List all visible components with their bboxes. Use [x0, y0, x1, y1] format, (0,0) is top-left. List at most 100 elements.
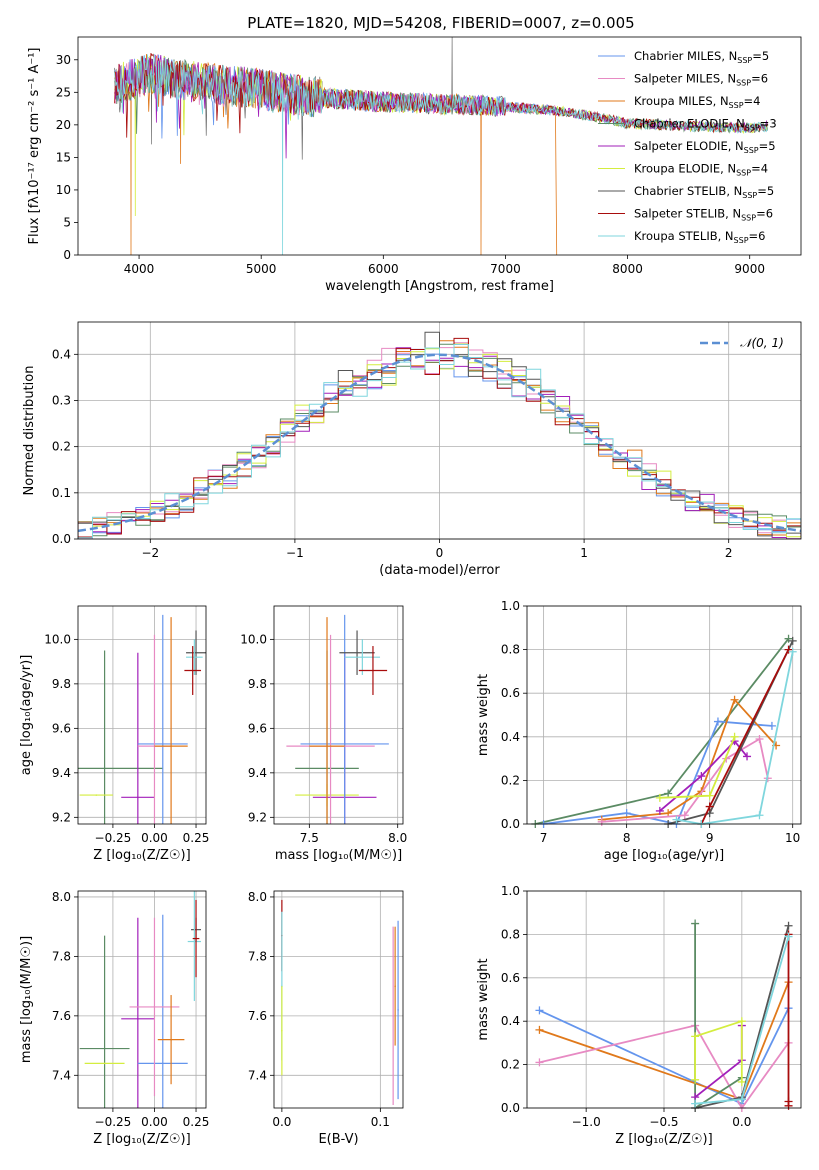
weight-marker: [697, 772, 706, 781]
y-tick-label: 7.8: [248, 949, 267, 963]
y-tick-label: 0.6: [501, 971, 520, 985]
x-tick-label: 8.0: [388, 831, 407, 845]
y-tick-label: 0.3: [52, 393, 71, 407]
spectrum-line-salpeter-stelib: [114, 53, 768, 138]
x-tick-label: 4000: [124, 262, 155, 276]
data-point: [103, 1047, 106, 1050]
y-tick-label: 9.6: [248, 721, 267, 735]
x-tick-label: −2: [141, 546, 159, 560]
x-tick-label: 0.1: [371, 1115, 390, 1129]
weight-marker: [713, 717, 722, 726]
age-vs-mass-plot: 7.5 8.0 9.2 9.4 9.6 9.8 10.0 mass [log₁₀(M/M☉)]: [240, 605, 407, 863]
y-axis-label: mass [log₁₀(M/M☉)]: [19, 936, 34, 1063]
y-tick-label: 10.0: [44, 632, 71, 646]
y-tick-label: 0.8: [501, 643, 520, 657]
data-point: [326, 745, 328, 747]
y-tick-label: 20: [56, 118, 71, 132]
y-tick-label: 9.8: [248, 677, 267, 691]
plot-frame: [526, 605, 802, 825]
weight-marker: [705, 802, 714, 811]
gaussian-curve: [78, 353, 801, 533]
x-axis-label: E(B-V): [318, 1132, 358, 1147]
x-tick-label: −0.25: [95, 1115, 132, 1129]
y-tick-label: 7.6: [248, 1009, 267, 1023]
x-tick-label: 10: [785, 831, 800, 845]
y-tick-label: 7.4: [248, 1068, 267, 1082]
x-tick-label: −1: [286, 546, 304, 560]
weight-marker: [788, 636, 797, 645]
legend-entry: Salpeter STELIB, NSSP=6: [634, 207, 773, 223]
data-point: [161, 743, 164, 745]
x-axis-label: (data-model)/error: [379, 563, 500, 578]
y-tick-label: 7.4: [52, 1068, 71, 1082]
weight-marker: [730, 732, 739, 741]
data-point: [195, 937, 197, 940]
residual-histogram-plot: −2 −1 0 1 2 0.0 0.1 0.2 0.3 0.4 (data-model)/error…: [22, 321, 802, 578]
weight-line-salpeter-miles: [539, 1024, 790, 1108]
spectrum-line-kroupa-stelib: [114, 54, 768, 255]
y-tick-label: 0.8: [501, 927, 520, 941]
weight-marker: [784, 921, 793, 930]
x-tick-label: 9: [706, 831, 714, 845]
weight-marker: [784, 645, 793, 654]
data-point: [137, 1018, 139, 1020]
y-tick-label: 0.1: [52, 486, 71, 500]
x-tick-label: −1.0: [572, 1115, 601, 1129]
data-point: [343, 743, 346, 745]
y-tick-label: 8.0: [52, 890, 71, 904]
y-axis-label: Normed distribution: [22, 366, 37, 496]
weight-marker: [784, 634, 793, 643]
mass-vs-ebv-plot: 0.0 0.1 7.4 7.6 7.8 8.0 E(B-V): [248, 890, 404, 1147]
weight-line-kroupa-stelib: [676, 651, 794, 824]
weight-marker: [535, 1025, 544, 1034]
data-point: [170, 1038, 172, 1041]
weight-vs-age-plot: 7 8 9 10 0.0 0.2 0.4 0.6 0.8 1.0 age [log₁₀(age/yr…: [476, 599, 802, 863]
plot-frame: [77, 321, 802, 540]
weight-vs-metallicity-plot: −1.0 −0.5 0.0 0.0 0.2 0.4 0.6 0.8 1.0 Z [log₁₀(Z/…: [476, 884, 802, 1147]
y-axis-label: mass weight: [476, 958, 491, 1040]
weight-marker: [737, 1095, 746, 1104]
data-point: [95, 794, 98, 796]
x-tick-label: −0.5: [649, 1115, 678, 1129]
weight-marker: [788, 647, 797, 656]
y-tick-label: 7.6: [52, 1009, 71, 1023]
weight-line-kroupa-miles: [601, 697, 777, 821]
weight-line-chabrier-elodie: [694, 923, 743, 1108]
weight-marker: [737, 1017, 746, 1026]
weight-marker: [622, 809, 631, 818]
y-tick-label: 9.4: [52, 766, 71, 780]
weight-marker: [705, 791, 714, 800]
y-tick-label: 0.0: [52, 532, 71, 546]
x-tick-label: 8000: [612, 262, 643, 276]
data-point: [281, 1029, 283, 1032]
weight-marker: [664, 789, 673, 798]
weight-marker: [784, 1101, 793, 1110]
data-point: [191, 669, 194, 672]
weight-marker: [737, 1077, 746, 1086]
data-point: [103, 767, 106, 770]
weight-marker: [784, 932, 793, 941]
weight-marker: [691, 919, 700, 928]
y-tick-label: 1.0: [501, 884, 520, 898]
y-tick-label: 30: [56, 53, 71, 67]
spectrum-plot: 4000 5000 6000 7000 8000 9000 0 5 10 15 20 25 30 wave…: [27, 36, 802, 294]
data-point: [392, 1015, 394, 1017]
x-tick-label: 0.0: [272, 1115, 291, 1129]
y-tick-label: 10: [56, 183, 71, 197]
y-tick-label: 0.6: [501, 686, 520, 700]
x-tick-label: 7000: [490, 262, 521, 276]
x-tick-label: 0.0: [732, 1115, 751, 1129]
y-tick-label: 0.2: [501, 773, 520, 787]
plot-frame: [273, 605, 404, 825]
y-tick-label: 0: [63, 248, 71, 262]
x-tick-label: 7: [540, 831, 548, 845]
data-point: [397, 1009, 399, 1011]
x-axis-label: Z [log₁₀(Z/Z☉)]: [93, 1132, 190, 1147]
x-tick-label: 0.25: [183, 831, 210, 845]
weight-marker: [691, 1075, 700, 1084]
legend-entry: Kroupa STELIB, NSSP=6: [634, 229, 765, 245]
x-axis-label: age [log₁₀(age/yr)]: [604, 848, 725, 863]
x-axis-label: Z [log₁₀(Z/Z☉)]: [615, 1132, 712, 1147]
x-tick-label: 2: [725, 546, 733, 560]
